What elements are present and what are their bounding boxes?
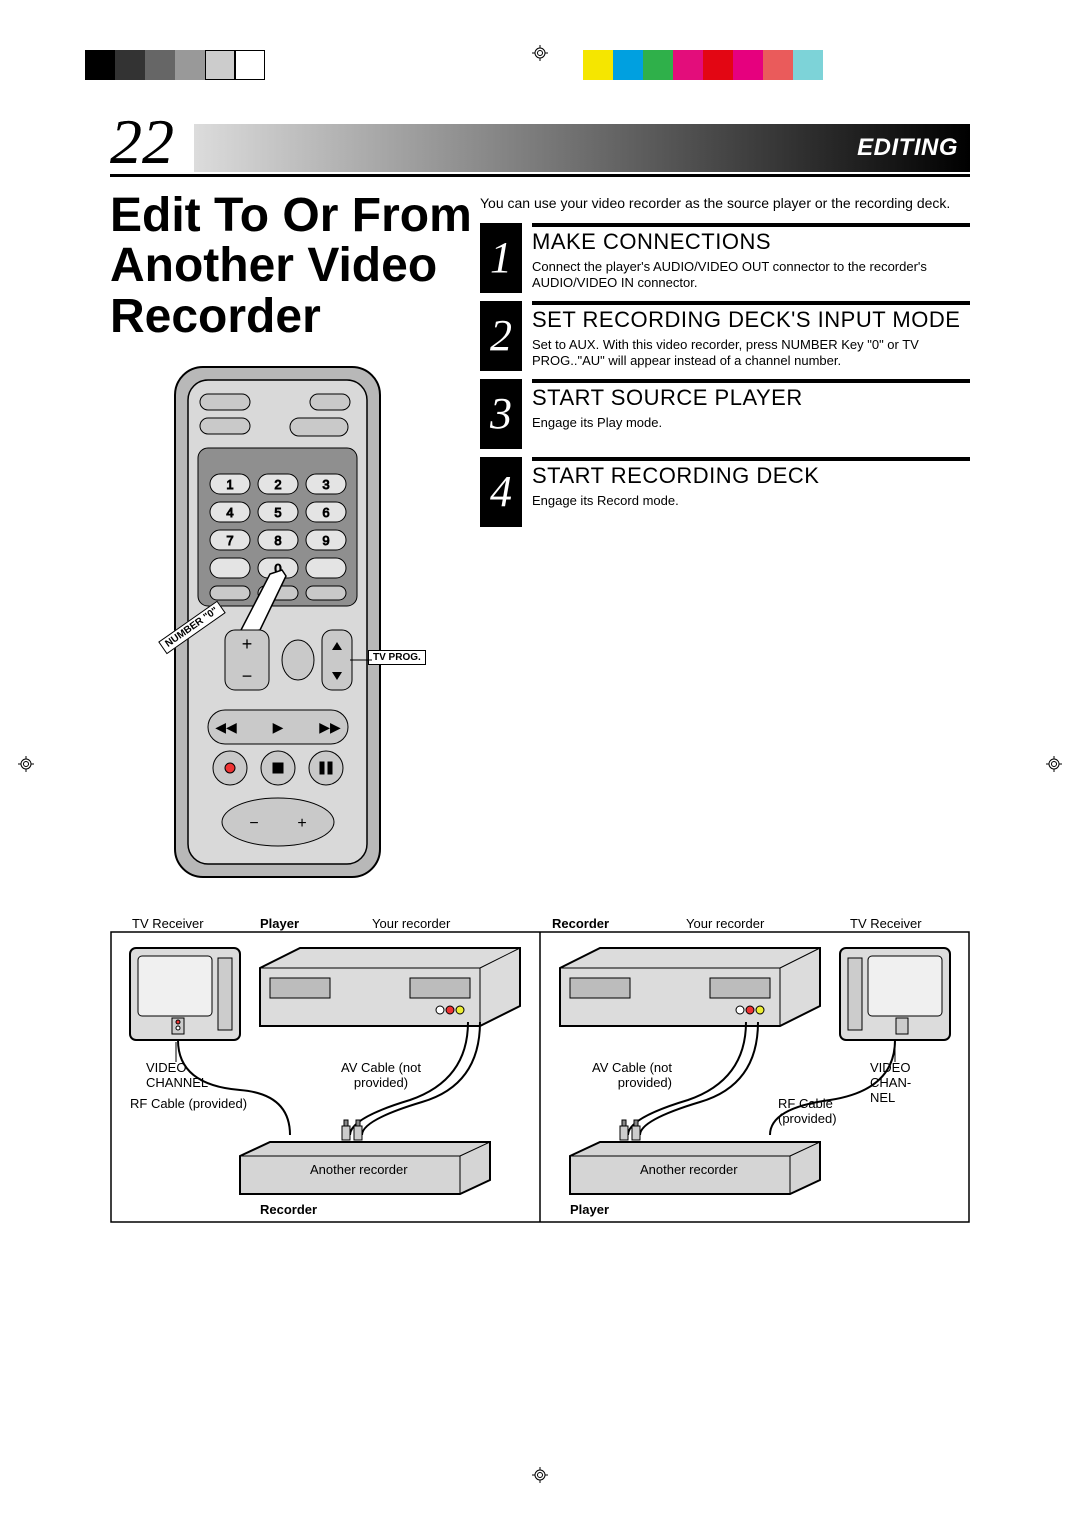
swatch — [733, 50, 763, 80]
label-av-cable: AV Cable (not provided) — [336, 1060, 426, 1090]
color-bar-left — [85, 50, 265, 80]
step-number: 4 — [480, 457, 522, 527]
label-tv-receiver-2: TV Receiver — [850, 916, 922, 931]
main-heading: Edit To Or From Another Video Recorder — [110, 191, 480, 342]
intro-text: You can use your video recorder as the s… — [480, 195, 970, 213]
registration-mark-icon — [18, 756, 34, 772]
label-another-recorder-2: Another recorder — [640, 1162, 738, 1177]
svg-text:◀◀: ◀◀ — [215, 719, 237, 735]
step-title: START SOURCE PLAYER — [532, 385, 970, 411]
svg-text:2: 2 — [274, 477, 281, 492]
registration-mark-icon — [1046, 756, 1062, 772]
page: 22 EDITING Edit To Or From Another Video… — [110, 110, 970, 887]
label-rf-cable: RF Cable (provided) — [130, 1096, 247, 1111]
swatch — [673, 50, 703, 80]
swatch — [175, 50, 205, 80]
svg-text:4: 4 — [226, 505, 233, 520]
step-text: Set to AUX. With this video recorder, pr… — [532, 337, 970, 371]
swatch — [643, 50, 673, 80]
svg-text:3: 3 — [322, 477, 329, 492]
label-your-recorder: Your recorder — [372, 916, 450, 931]
left-column: Edit To Or From Another Video Recorder 1 — [110, 191, 480, 887]
step-title: SET RECORDING DECK'S INPUT MODE — [532, 307, 970, 333]
svg-text:6: 6 — [322, 505, 329, 520]
label-tv-receiver: TV Receiver — [132, 916, 204, 931]
color-bar-right — [583, 50, 823, 80]
swatch — [613, 50, 643, 80]
svg-text:+: + — [242, 634, 253, 654]
swatch — [145, 50, 175, 80]
svg-text:−: − — [249, 815, 258, 832]
label-video-channel: VIDEO CHANNEL — [146, 1060, 226, 1090]
callout-tvprog: TV PROG. — [368, 650, 426, 665]
svg-text:1: 1 — [226, 477, 233, 492]
step-3: 3 START SOURCE PLAYER Engage its Play mo… — [480, 379, 970, 449]
step-title: MAKE CONNECTIONS — [532, 229, 970, 255]
step-number: 3 — [480, 379, 522, 449]
label-rf-cable-2: RF Cable (provided) — [778, 1096, 848, 1126]
swatch — [763, 50, 793, 80]
remote-illustration: 1 2 3 4 5 6 7 8 9 0 — [170, 362, 480, 887]
label-recorder-bottom: Recorder — [260, 1202, 317, 1217]
step-text: Engage its Play mode. — [532, 415, 970, 432]
registration-mark-icon — [532, 45, 548, 61]
right-column: You can use your video recorder as the s… — [480, 191, 970, 887]
step-1: 1 MAKE CONNECTIONS Connect the player's … — [480, 223, 970, 293]
header-gradient: EDITING — [194, 124, 970, 172]
svg-text:▶: ▶ — [273, 719, 284, 735]
label-another-recorder: Another recorder — [310, 1162, 408, 1177]
step-number: 1 — [480, 223, 522, 293]
section-title: EDITING — [857, 134, 958, 162]
svg-text:9: 9 — [322, 533, 329, 548]
registration-mark-icon — [532, 1467, 548, 1483]
step-title: START RECORDING DECK — [532, 463, 970, 489]
swatch — [793, 50, 823, 80]
label-av-cable-2: AV Cable (not provided) — [572, 1060, 672, 1090]
svg-text:5: 5 — [274, 505, 281, 520]
step-number: 2 — [480, 301, 522, 371]
step-2: 2 SET RECORDING DECK'S INPUT MODE Set to… — [480, 301, 970, 371]
label-recorder: Recorder — [552, 916, 609, 931]
svg-text:+: + — [297, 815, 306, 832]
label-video-channel-2: VIDEO CHAN-NEL — [870, 1060, 930, 1105]
svg-text:8: 8 — [274, 533, 281, 548]
label-player: Player — [260, 916, 299, 931]
svg-text:▶▶: ▶▶ — [319, 719, 341, 735]
svg-text:−: − — [242, 666, 253, 686]
step-text: Engage its Record mode. — [532, 493, 970, 510]
svg-text:7: 7 — [226, 533, 233, 548]
page-header: 22 EDITING — [110, 110, 970, 177]
step-4: 4 START RECORDING DECK Engage its Record… — [480, 457, 970, 527]
label-player-bottom: Player — [570, 1202, 609, 1217]
swatch — [583, 50, 613, 80]
page-number: 22 — [110, 110, 174, 174]
swatch — [703, 50, 733, 80]
label-your-recorder-2: Your recorder — [686, 916, 764, 931]
swatch — [85, 50, 115, 80]
callout-line-icon — [350, 654, 372, 666]
connection-diagram: TV Receiver Player Your recorder Recorde… — [110, 910, 970, 1250]
swatch — [235, 50, 265, 80]
swatch — [115, 50, 145, 80]
diagram-svg — [110, 910, 970, 1250]
swatch — [205, 50, 235, 80]
step-text: Connect the player's AUDIO/VIDEO OUT con… — [532, 259, 970, 293]
